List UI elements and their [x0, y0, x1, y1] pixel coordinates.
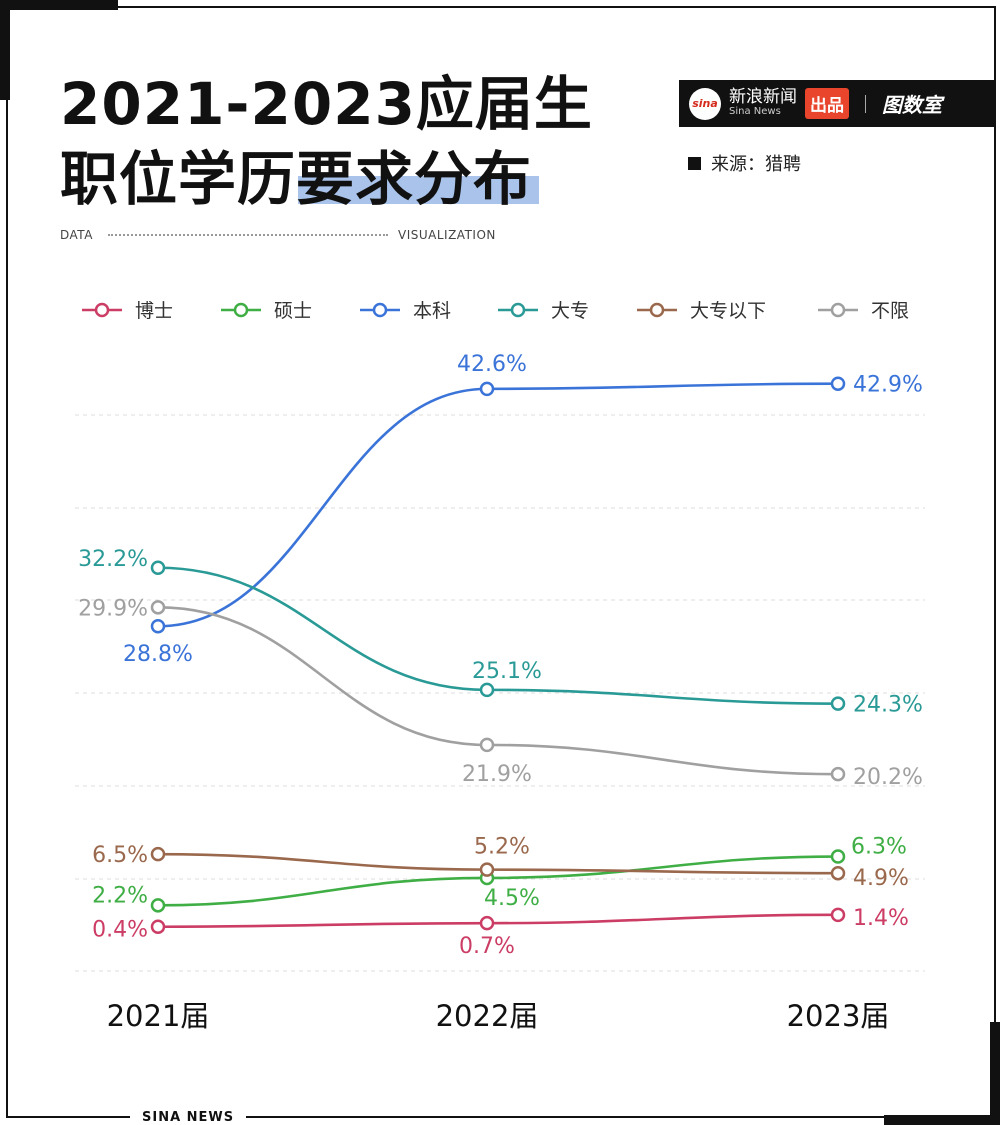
point-below-college-3 — [830, 865, 846, 881]
frame-corner-bottom-right-side — [990, 1022, 1000, 1125]
legend-label-phd: 博士 — [135, 300, 173, 322]
legend-marker-college — [510, 302, 526, 318]
frame-right — [994, 6, 996, 1118]
legend-label-bachelor: 本科 — [413, 300, 451, 322]
legend-marker-master — [233, 302, 249, 318]
value-label-unrestricted-3: 20.2% — [853, 765, 923, 790]
series-line-bachelor — [157, 382, 839, 628]
point-unrestricted-2 — [479, 737, 495, 753]
value-label-college-2: 25.1% — [472, 659, 542, 684]
chart-points — [150, 376, 846, 934]
chart-legend: 博士 硕士 本科 大专 大专以下 不限 — [82, 300, 909, 322]
value-label-master-2: 4.5% — [484, 886, 540, 911]
brand-separator — [865, 94, 866, 113]
legend-label-master: 硕士 — [274, 300, 312, 322]
frame-top — [6, 6, 996, 8]
brand-name: 新浪新闻 — [729, 87, 797, 108]
x-tick-label-3: 2023届 — [787, 999, 890, 1033]
x-tick-label-1: 2021届 — [107, 999, 210, 1033]
point-bachelor-2 — [479, 381, 495, 397]
legend-label-unrestricted: 不限 — [871, 300, 909, 322]
chart-title-line1: 2021-2023应届生 — [60, 70, 593, 138]
frame-bottom — [6, 1116, 996, 1118]
legend-marker-unrestricted — [830, 302, 846, 318]
brand-banner: sina 新浪新闻 Sina News 出品 图数室 — [679, 80, 996, 127]
frame-corner-bottom-right — [884, 1115, 1000, 1125]
point-phd-3 — [830, 907, 846, 923]
frame-corner-top-left-side — [0, 0, 10, 100]
value-label-master-3: 6.3% — [851, 835, 907, 860]
point-college-2 — [479, 682, 495, 698]
point-phd-2 — [479, 915, 495, 931]
frame-corner-top-left — [0, 0, 118, 10]
value-label-college-1: 32.2% — [78, 547, 148, 572]
sina-logo-icon: sina — [689, 87, 721, 120]
value-label-bachelor-2: 42.6% — [457, 352, 527, 377]
value-label-phd-2: 0.7% — [459, 934, 515, 959]
point-phd-1 — [150, 919, 166, 934]
value-label-unrestricted-1: 29.9% — [78, 596, 148, 621]
point-below-college-1 — [150, 846, 166, 862]
brand-tag: 出品 — [805, 88, 849, 119]
value-label-bachelor-1: 28.8% — [123, 642, 193, 667]
x-tick-label-2: 2022届 — [436, 999, 539, 1033]
value-label-below-college-1: 6.5% — [92, 843, 148, 868]
value-label-college-3: 24.3% — [853, 693, 923, 718]
point-below-college-2 — [479, 862, 495, 877]
chart-value-labels: 0.4% 0.7% 1.4% 2.2% 4.5% 6.3% 28.8% 42.6% 42.9% 3… — [78, 352, 923, 959]
point-college-3 — [830, 696, 846, 711]
dotted-divider — [108, 234, 388, 236]
value-label-bachelor-3: 42.9% — [853, 373, 923, 398]
point-unrestricted-1 — [150, 600, 166, 615]
data-label: DATA — [60, 228, 93, 242]
legend-label-below-college: 大专以下 — [690, 300, 766, 322]
point-master-3 — [830, 849, 846, 864]
point-master-1 — [150, 898, 166, 913]
value-label-master-1: 2.2% — [92, 883, 148, 908]
title-highlight — [298, 176, 539, 204]
point-bachelor-3 — [830, 376, 846, 391]
point-college-1 — [150, 560, 166, 576]
brand-subtitle: Sina News — [729, 106, 781, 118]
source-text: 来源：猎聘 — [711, 154, 801, 175]
legend-marker-phd — [94, 302, 110, 318]
data-room-logo: 图数室 — [882, 93, 942, 117]
legend-marker-below-college — [649, 302, 665, 318]
point-bachelor-1 — [150, 618, 166, 634]
footer-label: SINA NEWS — [130, 1110, 247, 1125]
series-line-phd — [157, 913, 839, 929]
square-bullet-icon — [688, 156, 701, 170]
chart-title-line2: 职位学历要求分布 — [60, 145, 533, 213]
x-axis: 2021届 2022届 2023届 — [107, 999, 890, 1033]
legend-label-college: 大专 — [551, 300, 589, 322]
point-unrestricted-3 — [830, 766, 846, 782]
value-label-unrestricted-2: 21.9% — [462, 762, 532, 787]
value-label-below-college-3: 4.9% — [853, 866, 909, 891]
value-label-phd-3: 1.4% — [853, 906, 909, 931]
visualization-label: VISUALIZATION — [398, 228, 496, 242]
legend-marker-bachelor — [372, 302, 388, 318]
frame-left — [6, 6, 8, 1118]
value-label-phd-1: 0.4% — [92, 918, 148, 943]
value-label-below-college-2: 5.2% — [474, 835, 530, 860]
source-note: 来源：猎聘 — [688, 150, 801, 176]
